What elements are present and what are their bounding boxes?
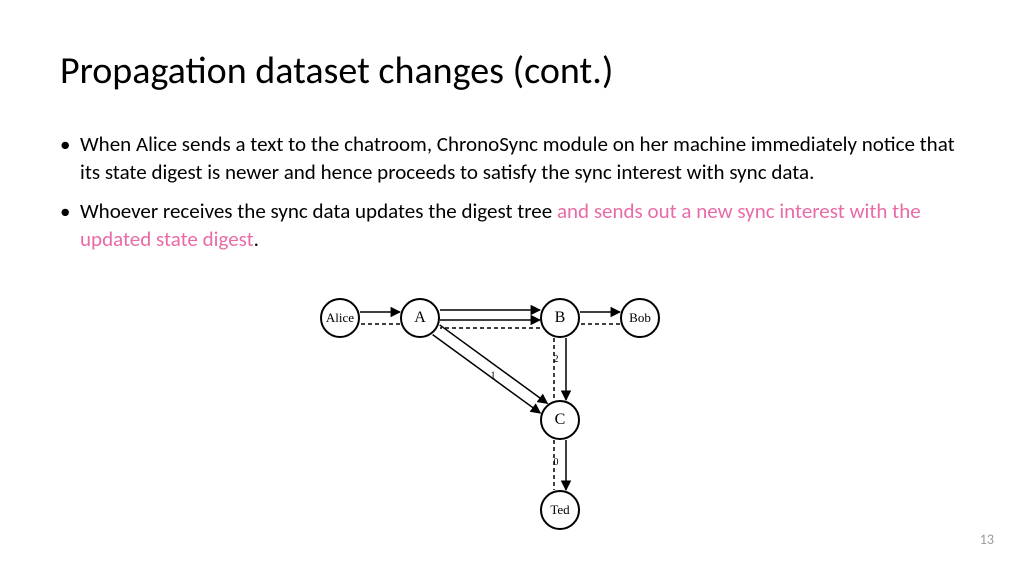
diagram-node-alice: Alice: [320, 298, 360, 338]
svg-text:2: 2: [554, 354, 559, 365]
page-number: 13: [980, 531, 994, 548]
diagram-node-bob: Bob: [620, 298, 660, 338]
bullet-list: • When Alice sends a text to the chatroo…: [60, 130, 960, 263]
bullet-item: • When Alice sends a text to the chatroo…: [60, 130, 960, 187]
network-diagram: 120AliceABBobCTed: [300, 300, 740, 570]
diagram-node-b: B: [540, 298, 580, 338]
diagram-node-a: A: [400, 298, 440, 338]
slide-title: Propagation dataset changes (cont.): [60, 48, 613, 94]
diagram-node-ted: Ted: [540, 490, 580, 530]
bullet-text: When Alice sends a text to the chatroom,…: [80, 130, 960, 187]
bullet-suffix: .: [254, 226, 259, 252]
bullet-dot: •: [60, 197, 80, 254]
svg-text:0: 0: [554, 457, 559, 468]
bullet-item: • Whoever receives the sync data updates…: [60, 197, 960, 254]
bullet-dot: •: [60, 130, 80, 187]
diagram-node-c: C: [540, 400, 580, 440]
bullet-text: Whoever receives the sync data updates t…: [80, 197, 960, 254]
bullet-prefix: Whoever receives the sync data updates t…: [80, 198, 557, 224]
